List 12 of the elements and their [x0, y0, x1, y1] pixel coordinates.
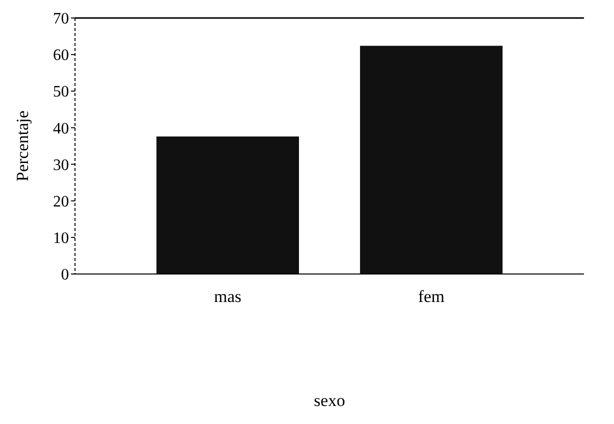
- x-axis-title: sexo: [314, 391, 346, 410]
- x-tick-label: mas: [214, 287, 242, 306]
- y-tick-label: 40: [53, 120, 69, 138]
- y-tick-label: 0: [61, 266, 69, 284]
- y-tick-label: 10: [53, 230, 69, 248]
- y-axis-title: Percentaje: [13, 110, 32, 182]
- y-tick-label: 50: [53, 84, 69, 101]
- y-tick-label: 70: [53, 10, 69, 28]
- y-tick-label: 20: [53, 193, 69, 210]
- x-tick-label: fem: [418, 287, 445, 306]
- y-tick-label: 60: [53, 47, 69, 64]
- y-tick-label: 30: [53, 156, 69, 174]
